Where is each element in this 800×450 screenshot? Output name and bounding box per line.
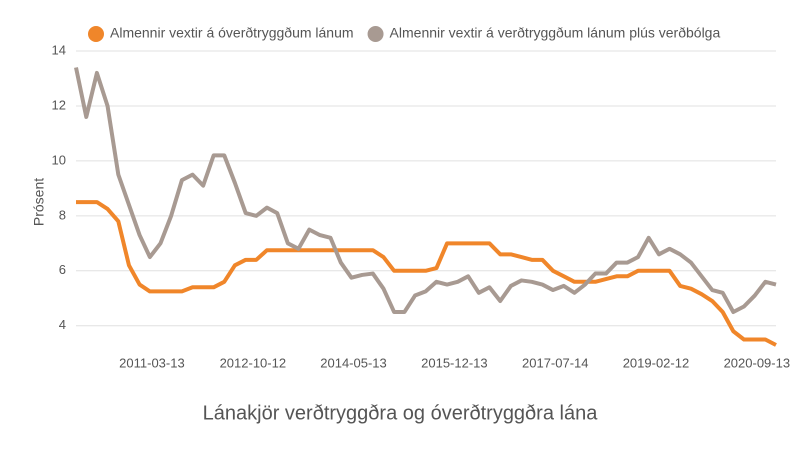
y-tick-label: 12 [52,97,66,112]
y-tick-label: 6 [59,262,66,277]
x-tick-label: 2020-09-13 [724,355,791,370]
legend-marker [367,26,384,42]
x-tick-label: 2011-03-13 [119,355,185,370]
x-tick-label: 2012-10-12 [220,355,287,370]
y-tick-label: 14 [52,42,66,57]
y-axis-label: Prósent [31,178,47,226]
y-tick-label: 4 [59,317,66,332]
x-tick-label: 2017-07-14 [522,355,589,370]
legend-marker [88,26,104,42]
line [74,67,777,315]
x-tick-label: 2019-02-12 [623,355,690,370]
x-tick-label: 2015-12-13 [421,355,488,370]
x-tick-label: 2014-05-13 [320,355,387,370]
line [76,200,777,347]
legend-label: Almennir vextir á óverðtryggðum lánum [110,25,354,41]
y-tick-label: 10 [52,152,66,167]
x-axis-label: Lánakjör verðtryggðra og óverðtryggðra l… [203,402,599,424]
legend-label: Almennir vextir á verðtryggðum lánum plú… [390,25,721,41]
y-tick-label: 8 [59,207,66,222]
